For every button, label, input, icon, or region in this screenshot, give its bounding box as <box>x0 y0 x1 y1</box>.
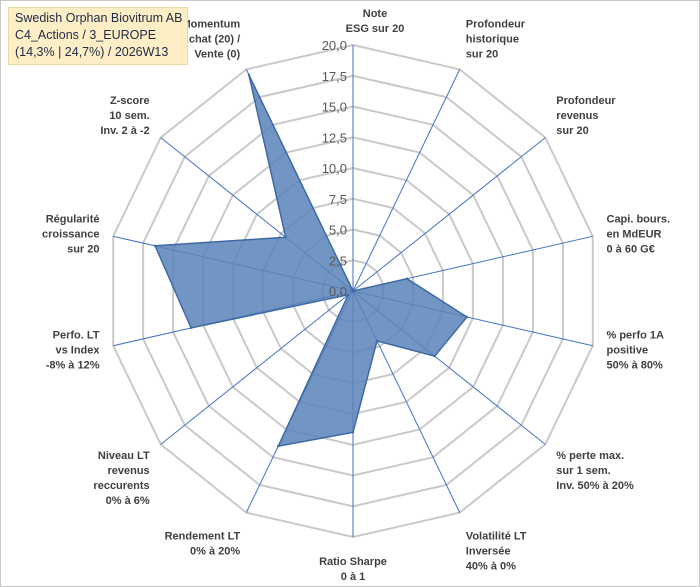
axis-label-6-line-0: Volatilité LT <box>466 530 527 542</box>
axis-label-12: Z-score 10 sem. Inv. 2 à -2 <box>100 95 149 137</box>
axis-label-2-line-1: revenus <box>556 110 598 122</box>
axis-label-9-line-3: 0% à 6% <box>106 495 150 507</box>
title-line-category: C4_Actions / 3_EUROPE <box>15 28 157 42</box>
axis-label-13-line-0: Momentum <box>182 19 241 31</box>
axis-label-4-line-1: positive <box>607 344 649 356</box>
axis-label-13-line-1: Achat (20) / <box>181 34 240 46</box>
axis-label-10-line-0: Perfo. LT <box>53 329 100 341</box>
axis-label-2-line-0: Profondeur <box>556 95 616 107</box>
data-point-13 <box>247 73 251 77</box>
axis-label-13-line-2: Vente (0) <box>194 49 240 61</box>
data-point-5 <box>433 355 436 358</box>
axis-label-0: Note ESG sur 20 <box>346 8 405 35</box>
axis-label-9-line-2: reccurents <box>93 480 149 492</box>
axis-label-4-line-0: % perfo 1A <box>607 329 665 341</box>
tick-label-3: 7,5 <box>329 192 347 207</box>
axis-label-8-line-0: Rendement LT <box>165 530 241 542</box>
title-line-company: Swedish Orphan Biovitrum AB <box>15 11 183 25</box>
axis-label-3-line-2: 0 à 60 G€ <box>607 244 655 256</box>
spoke-1 <box>352 69 461 292</box>
axis-label-7-line-0: Ratio Sharpe <box>319 556 387 568</box>
spoke-2 <box>352 137 546 292</box>
data-point-10 <box>189 326 193 330</box>
tick-label-1: 2,5 <box>329 253 347 268</box>
tick-label-7: 17,5 <box>322 69 347 84</box>
axis-label-12-line-2: Inv. 2 à -2 <box>100 125 149 137</box>
spoke-9 <box>160 290 354 445</box>
axis-label-10-line-2: -8% à 12% <box>46 359 100 371</box>
title-line-stats: (14,3% | 24,7%) / 2026W13 <box>15 45 169 59</box>
axis-label-9: Niveau LT revenus reccurents 0% à 6% <box>93 450 150 507</box>
axis-label-4-line-2: 50% à 80% <box>607 359 663 371</box>
axis-label-0-line-0: Note <box>363 8 387 20</box>
data-point-12 <box>284 236 287 239</box>
axis-label-3-line-1: en MdEUR <box>607 229 662 241</box>
axis-label-11-line-0: Régularité <box>46 214 100 226</box>
tick-label-0: 0,0 <box>329 284 347 299</box>
data-point-9 <box>347 293 350 296</box>
axis-label-0-line-1: ESG sur 20 <box>346 23 405 35</box>
axis-label-6-line-2: 40% à 0% <box>466 560 516 572</box>
axis-label-10-line-1: vs Index <box>55 344 100 356</box>
tick-label-4: 10,0 <box>322 161 347 176</box>
axis-label-8-line-1: 0% à 20% <box>190 545 240 557</box>
data-point-6 <box>375 339 379 343</box>
axis-label-5: % perte max. sur 1 sem. Inv. 50% à 20% <box>556 450 634 492</box>
data-point-4 <box>465 315 469 319</box>
axis-label-7: Ratio Sharpe 0 à 1 <box>319 556 387 583</box>
data-point-2 <box>351 289 355 293</box>
axis-label-1-line-1: historique <box>466 34 519 46</box>
data-point-11 <box>153 244 157 247</box>
axis-label-1: Profondeur historique sur 20 <box>466 19 526 61</box>
axis-label-12-line-1: 10 sem. <box>109 110 149 122</box>
radar-tick-labels: 0,0 2,5 5,0 7,5 10,0 12,5 15,0 17,5 20,0 <box>322 38 347 299</box>
axis-label-12-line-0: Z-score <box>110 95 150 107</box>
axis-label-6: Volatilité LT Inversée 40% à 0% <box>466 530 527 572</box>
radar-series <box>153 73 469 448</box>
data-point-7 <box>351 431 355 434</box>
tick-label-5: 12,5 <box>322 130 347 145</box>
data-point-3 <box>405 277 409 280</box>
tick-label-6: 15,0 <box>322 100 347 115</box>
radar-axis-labels: Note ESG sur 20 Profondeur historique sur 20… <box>42 8 670 583</box>
axis-label-1-line-0: Profondeur <box>466 19 526 31</box>
axis-label-11-line-1: croissance <box>42 229 99 241</box>
axis-label-13: Momentum Achat (20) / Vente (0) <box>181 19 241 61</box>
axis-label-5-line-1: sur 1 sem. <box>556 465 610 477</box>
axis-label-9-line-1: revenus <box>107 465 149 477</box>
axis-label-4: % perfo 1A positive 50% à 80% <box>607 329 665 371</box>
axis-label-8: Rendement LT 0% à 20% <box>165 530 241 557</box>
axis-label-1-line-2: sur 20 <box>466 49 498 61</box>
tick-label-8: 20,0 <box>322 38 347 53</box>
axis-label-7-line-1: 0 à 1 <box>341 571 365 583</box>
axis-label-11: Régularité croissance sur 20 <box>42 214 99 256</box>
axis-label-10: Perfo. LT vs Index -8% à 12% <box>46 329 101 371</box>
axis-label-5-line-0: % perte max. <box>556 450 624 462</box>
axis-label-2-line-2: sur 20 <box>556 125 588 137</box>
tick-label-2: 5,0 <box>329 223 347 238</box>
axis-label-5-line-2: Inv. 50% à 20% <box>556 480 634 492</box>
chart-title-box: Swedish Orphan Biovitrum AB C4_Actions /… <box>8 7 188 65</box>
axis-label-3-line-0: Capi. bours. <box>607 214 671 226</box>
axis-label-9-line-0: Niveau LT <box>98 450 150 462</box>
axis-label-11-line-2: sur 20 <box>67 244 99 256</box>
axis-label-6-line-1: Inversée <box>466 545 511 557</box>
axis-label-2: Profondeur revenus sur 20 <box>556 95 616 137</box>
data-point-8 <box>277 444 280 448</box>
axis-label-3: Capi. bours. en MdEUR 0 à 60 G€ <box>607 214 671 256</box>
